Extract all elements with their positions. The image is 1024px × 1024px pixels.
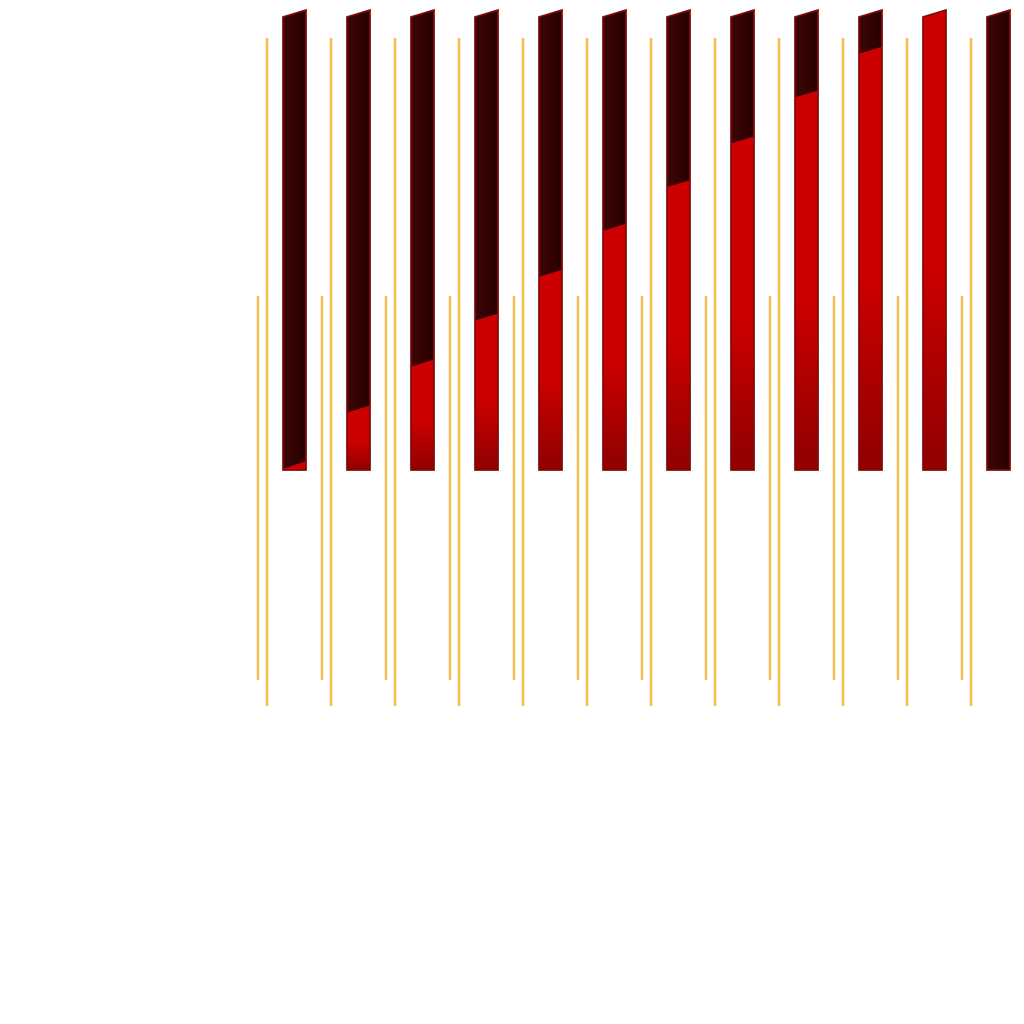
sprite-frame-8 xyxy=(704,8,755,706)
bar-track xyxy=(986,8,1011,471)
bar-outline xyxy=(474,8,499,471)
bar-outline xyxy=(922,8,947,471)
sprite-frame-6 xyxy=(576,8,627,706)
bar-outline xyxy=(986,8,1011,471)
bar-track xyxy=(346,8,371,471)
bar-fill xyxy=(283,461,306,470)
bar-fill xyxy=(795,90,818,471)
bar-outline xyxy=(602,8,627,471)
bar-outline xyxy=(794,8,819,471)
sprite-frame-4 xyxy=(448,8,499,706)
sprite-frame-12 xyxy=(960,8,1011,706)
bar-fill xyxy=(923,10,946,470)
sprite-frame-3 xyxy=(384,8,435,706)
sprite-frame-5 xyxy=(512,8,563,706)
bar-outline xyxy=(410,8,435,471)
bar-fill xyxy=(859,46,882,470)
bar-fill xyxy=(667,180,690,470)
sprite-frame-11 xyxy=(896,8,947,706)
bar-fill xyxy=(539,269,562,470)
bar-outline xyxy=(282,8,307,471)
bar-outline xyxy=(538,8,563,471)
bar-outline xyxy=(858,8,883,471)
bar-track xyxy=(282,8,307,471)
sprite-frame-10 xyxy=(832,8,883,706)
bar-outline xyxy=(346,8,371,471)
bar-fill xyxy=(411,359,434,470)
bar-fill xyxy=(475,313,498,470)
bar-outline xyxy=(730,8,755,471)
sprite-frame-1 xyxy=(256,8,307,706)
sprite-frame-7 xyxy=(640,8,691,706)
bar-fill xyxy=(731,136,754,470)
sprite-frame-9 xyxy=(768,8,819,706)
sprite-frame-2 xyxy=(320,8,371,706)
bar-fill xyxy=(603,223,626,470)
bar-fill xyxy=(347,405,370,470)
bar-outline xyxy=(666,8,691,471)
